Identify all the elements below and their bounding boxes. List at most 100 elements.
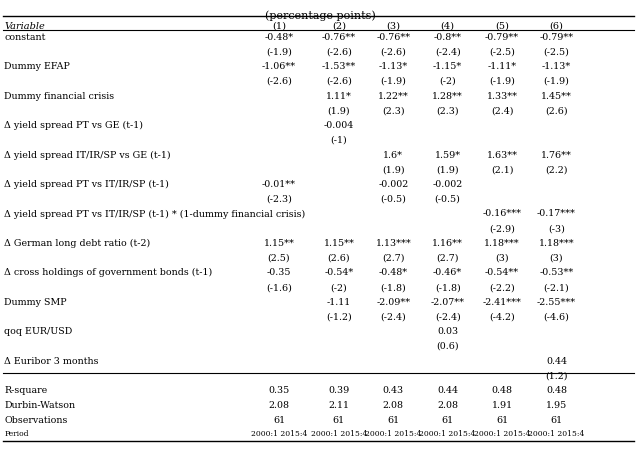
Text: -1.53**: -1.53** — [322, 62, 356, 71]
Text: (percentage points): (percentage points) — [264, 10, 376, 20]
Text: (-2.3): (-2.3) — [266, 195, 292, 204]
Text: (-2.6): (-2.6) — [326, 77, 352, 86]
Text: 61: 61 — [550, 415, 563, 425]
Text: (-1.2): (-1.2) — [326, 313, 352, 322]
Text: (-1): (-1) — [330, 136, 348, 145]
Text: -0.48*: -0.48* — [264, 33, 294, 42]
Text: (-1.8): (-1.8) — [380, 283, 406, 292]
Text: -2.41***: -2.41*** — [483, 298, 522, 307]
Text: -1.06**: -1.06** — [262, 62, 296, 71]
Text: Dummy EFAP: Dummy EFAP — [4, 62, 70, 71]
Text: (-2.4): (-2.4) — [380, 313, 406, 322]
Text: 1.16**: 1.16** — [432, 239, 463, 248]
Text: (-3): (-3) — [548, 224, 565, 233]
Text: 1.59*: 1.59* — [435, 151, 461, 160]
Text: Δ German long debt ratio (t-2): Δ German long debt ratio (t-2) — [4, 239, 151, 248]
Text: -0.35: -0.35 — [267, 268, 291, 277]
Text: (-2.9): (-2.9) — [489, 224, 515, 233]
Text: -0.53**: -0.53** — [540, 268, 573, 277]
Text: (-1.9): (-1.9) — [489, 77, 515, 86]
Text: (-1.9): (-1.9) — [380, 77, 406, 86]
Text: 2000:1 2015:4: 2000:1 2015:4 — [419, 430, 476, 438]
Text: Observations: Observations — [4, 415, 68, 425]
Text: Dummy financial crisis: Dummy financial crisis — [4, 91, 115, 101]
Text: -2.55***: -2.55*** — [537, 298, 576, 307]
Text: 1.95: 1.95 — [546, 401, 567, 410]
Text: 0.39: 0.39 — [328, 386, 349, 395]
Text: 2.11: 2.11 — [328, 401, 349, 410]
Text: -0.01**: -0.01** — [262, 180, 296, 189]
Text: (-1.9): (-1.9) — [543, 77, 570, 86]
Text: 0.35: 0.35 — [268, 386, 290, 395]
Text: 1.11*: 1.11* — [326, 91, 352, 101]
Text: (3): (3) — [387, 22, 400, 31]
Text: (2.2): (2.2) — [545, 165, 568, 174]
Text: -1.11*: -1.11* — [488, 62, 516, 71]
Text: 61: 61 — [442, 415, 454, 425]
Text: -1.15*: -1.15* — [433, 62, 462, 71]
Text: 1.76**: 1.76** — [541, 151, 572, 160]
Text: (3): (3) — [550, 253, 563, 263]
Text: -0.004: -0.004 — [324, 121, 354, 130]
Text: 1.13***: 1.13*** — [376, 239, 411, 248]
Text: (-2): (-2) — [439, 77, 456, 86]
Text: -0.76**: -0.76** — [376, 33, 410, 42]
Text: (2.3): (2.3) — [436, 106, 459, 116]
Text: -1.13*: -1.13* — [379, 62, 408, 71]
Text: 61: 61 — [333, 415, 345, 425]
Text: -2.07**: -2.07** — [431, 298, 465, 307]
Text: 1.63**: 1.63** — [486, 151, 518, 160]
Text: -0.002: -0.002 — [433, 180, 463, 189]
Text: Dummy SMP: Dummy SMP — [4, 298, 67, 307]
Text: (-2.5): (-2.5) — [543, 47, 570, 56]
Text: Period: Period — [4, 430, 29, 438]
Text: (-2.4): (-2.4) — [435, 47, 461, 56]
Text: (-2.5): (-2.5) — [489, 47, 515, 56]
Text: -0.76**: -0.76** — [322, 33, 356, 42]
Text: (-2.6): (-2.6) — [326, 47, 352, 56]
Text: (-1.9): (-1.9) — [266, 47, 292, 56]
Text: (-2.1): (-2.1) — [543, 283, 570, 292]
Text: 61: 61 — [273, 415, 285, 425]
Text: -0.48*: -0.48* — [379, 268, 408, 277]
Text: (1.9): (1.9) — [436, 165, 459, 174]
Text: -2.09**: -2.09** — [376, 298, 410, 307]
Text: 0.44: 0.44 — [437, 386, 458, 395]
Text: -0.46*: -0.46* — [433, 268, 462, 277]
Text: -0.54**: -0.54** — [485, 268, 519, 277]
Text: -0.79**: -0.79** — [540, 33, 573, 42]
Text: (1.9): (1.9) — [328, 106, 350, 116]
Text: 0.03: 0.03 — [437, 327, 458, 336]
Text: 2000:1 2015:4: 2000:1 2015:4 — [474, 430, 531, 438]
Text: (-4.6): (-4.6) — [543, 313, 570, 322]
Text: 2000:1 2015:4: 2000:1 2015:4 — [528, 430, 585, 438]
Text: (-4.2): (-4.2) — [489, 313, 515, 322]
Text: -0.79**: -0.79** — [485, 33, 519, 42]
Text: (2.4): (2.4) — [491, 106, 513, 116]
Text: 0.43: 0.43 — [383, 386, 404, 395]
Text: qoq EUR/USD: qoq EUR/USD — [4, 327, 73, 336]
Text: (-2.6): (-2.6) — [380, 47, 406, 56]
Text: Δ Euribor 3 months: Δ Euribor 3 months — [4, 357, 99, 366]
Text: -0.16***: -0.16*** — [483, 209, 522, 218]
Text: 61: 61 — [496, 415, 508, 425]
Text: 1.45**: 1.45** — [541, 91, 572, 101]
Text: (3): (3) — [495, 253, 509, 263]
Text: -0.17***: -0.17*** — [537, 209, 576, 218]
Text: 2.08: 2.08 — [437, 401, 458, 410]
Text: Δ yield spread PT vs GE (t-1): Δ yield spread PT vs GE (t-1) — [4, 121, 143, 130]
Text: 1.33**: 1.33** — [486, 91, 518, 101]
Text: -0.54*: -0.54* — [324, 268, 353, 277]
Text: (2.6): (2.6) — [328, 253, 350, 263]
Text: (2): (2) — [332, 22, 346, 31]
Text: (-2.2): (-2.2) — [489, 283, 515, 292]
Text: 1.28**: 1.28** — [432, 91, 463, 101]
Text: (6): (6) — [550, 22, 563, 31]
Text: (-2.4): (-2.4) — [435, 313, 461, 322]
Text: Δ yield spread IT/IR/SP vs GE (t-1): Δ yield spread IT/IR/SP vs GE (t-1) — [4, 151, 171, 160]
Text: constant: constant — [4, 33, 46, 42]
Text: 2.08: 2.08 — [269, 401, 289, 410]
Text: 1.15**: 1.15** — [264, 239, 294, 248]
Text: 2000:1 2015:4: 2000:1 2015:4 — [365, 430, 422, 438]
Text: 0.44: 0.44 — [546, 357, 567, 366]
